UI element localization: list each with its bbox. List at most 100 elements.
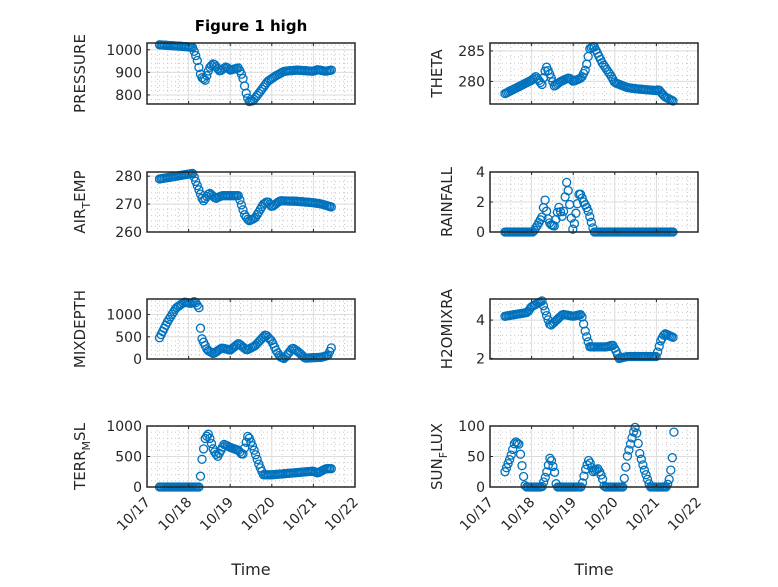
y-axis-label: H2OMIXRA — [438, 288, 456, 369]
chart-title: Figure 1 high — [195, 17, 308, 35]
x-tick-label: 10/18 — [499, 495, 539, 535]
axes-box — [489, 42, 699, 105]
data-point — [666, 465, 676, 475]
data-point — [194, 303, 204, 313]
y-tick-label: 1000 — [106, 308, 142, 324]
data-point — [549, 221, 559, 231]
y-label-main: AIR — [71, 209, 89, 234]
y-axis-label: SUNFLUX — [428, 423, 450, 490]
y-axis-label: TERRMSL — [71, 422, 93, 491]
data-point — [580, 65, 590, 75]
x-tick-label: 10/22 — [322, 495, 362, 535]
data-point — [247, 441, 258, 451]
x-tick-label: 10/18 — [156, 495, 196, 535]
data-point — [233, 191, 243, 201]
data-point — [265, 334, 275, 344]
data-point — [238, 205, 248, 215]
data-point — [668, 96, 678, 106]
subplot-sun_flux: 0 50 100 SUNFLUX 10/17 10/18 10/19 10/20 10/21 10… — [428, 419, 705, 579]
y-tick-label: 285 — [458, 44, 485, 60]
data-point — [568, 224, 578, 234]
x-axis-label: Time — [573, 560, 613, 579]
data-point — [537, 296, 547, 306]
data-point — [668, 332, 678, 342]
y-label-subscript: F — [437, 452, 450, 458]
data-point — [189, 172, 199, 182]
y-tick-label: 0 — [476, 225, 485, 241]
y-label-rest: EMP — [71, 170, 89, 201]
data-point — [236, 200, 247, 210]
y-tick-label: 280 — [458, 74, 485, 90]
y-label-subscript: M — [80, 441, 93, 451]
data-point — [189, 46, 199, 56]
data-point — [600, 62, 610, 72]
y-tick-label: 280 — [115, 169, 142, 185]
data-point — [597, 474, 608, 484]
data-point — [326, 464, 336, 474]
data-point — [641, 470, 651, 480]
y-axis-label: AIRTEMP — [71, 170, 93, 233]
data-point — [512, 438, 523, 448]
data-point — [586, 217, 596, 227]
data-point — [500, 467, 510, 477]
series-air_temp — [154, 168, 336, 226]
data-point — [597, 58, 607, 68]
data-point — [191, 50, 201, 61]
data-point — [669, 427, 679, 437]
y-tick-label: 100 — [458, 419, 485, 435]
x-tick-label: 10/20 — [582, 495, 622, 535]
data-point — [605, 69, 615, 79]
data-point — [515, 449, 526, 459]
data-point — [633, 438, 643, 449]
data-point — [235, 195, 245, 205]
data-point — [667, 453, 677, 463]
data-point — [569, 218, 580, 229]
data-point — [232, 340, 242, 350]
y-tick-label: 1000 — [106, 43, 142, 59]
data-point — [639, 465, 650, 475]
data-point — [540, 195, 550, 205]
data-point — [664, 474, 674, 485]
data-point — [627, 433, 637, 443]
data-point — [575, 73, 586, 83]
data-point — [164, 314, 174, 325]
data-point — [504, 454, 515, 465]
data-point — [326, 343, 336, 353]
data-point — [195, 471, 206, 481]
data-point — [548, 461, 558, 472]
data-point — [582, 332, 592, 342]
data-point — [538, 301, 549, 311]
y-tick-label: 2 — [476, 351, 485, 367]
x-tick-label: 10/21 — [623, 495, 663, 535]
data-point — [635, 448, 645, 459]
series-sun_flux — [500, 422, 679, 492]
data-point — [200, 75, 210, 85]
x-tick-label: 10/17 — [457, 495, 497, 535]
axes-box — [146, 298, 356, 360]
y-tick-label: 270 — [115, 197, 142, 213]
data-point — [563, 185, 573, 196]
data-point — [250, 450, 261, 460]
data-point — [191, 176, 201, 187]
data-point — [203, 429, 213, 439]
data-point — [540, 472, 550, 483]
subplot-pressure: 800 900 1000 PRESSURE Figure 1 high — [71, 17, 356, 113]
data-point — [663, 479, 673, 489]
data-point — [549, 467, 560, 477]
x-tick-label: 10/19 — [540, 495, 580, 535]
data-point — [583, 206, 593, 216]
x-tick-label: 10/19 — [197, 495, 237, 535]
data-point — [587, 462, 597, 473]
data-point — [575, 309, 586, 320]
data-point — [521, 307, 532, 318]
data-point — [540, 306, 550, 316]
y-axis-label: RAINFALL — [438, 166, 456, 237]
data-point — [236, 69, 247, 79]
data-point — [197, 454, 207, 464]
data-point — [652, 347, 663, 357]
data-point — [624, 445, 634, 455]
data-point — [195, 323, 206, 333]
data-point — [528, 74, 538, 84]
data-point — [271, 345, 281, 356]
